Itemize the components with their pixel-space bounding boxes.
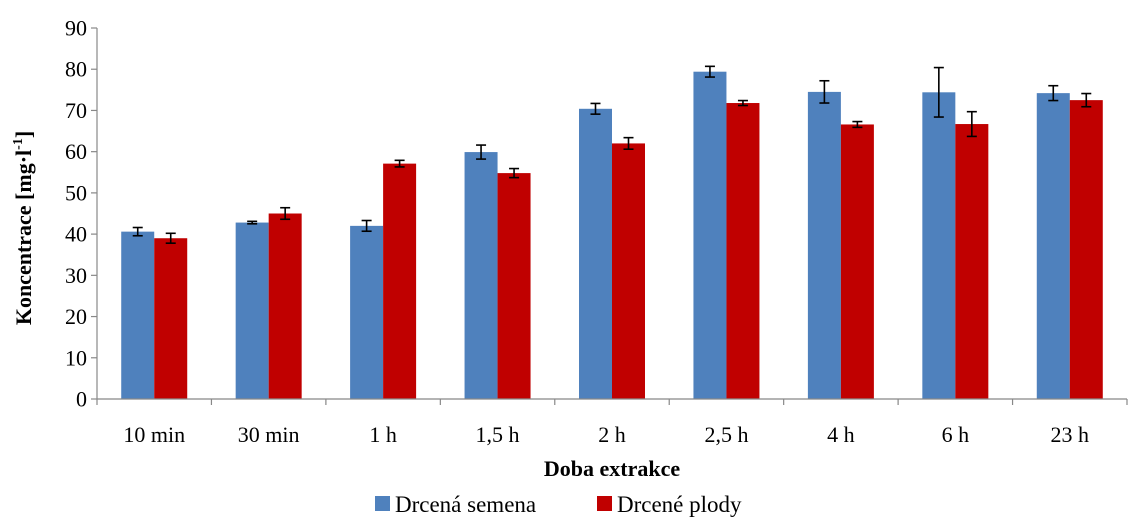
error-bar [1081, 92, 1092, 108]
bar-drcena-semena [464, 152, 498, 399]
legend-swatch [597, 496, 612, 511]
error-bar [132, 226, 143, 237]
x-axis-title: Doba extrakce [544, 456, 680, 481]
bar-drcene-plody [612, 143, 645, 399]
y-tick-label: 10 [65, 345, 87, 370]
bar-drcene-plody [840, 124, 874, 400]
error-bars [132, 65, 1092, 244]
bar-drcena-semena [579, 108, 612, 399]
error-bar [394, 159, 405, 168]
error-bar [247, 220, 258, 225]
x-tick-label: 30 min [238, 422, 300, 447]
error-bar [737, 99, 748, 107]
error-bar [361, 219, 372, 233]
y-tick-label: 30 [65, 263, 87, 288]
legend-label: Drcená semena [395, 492, 536, 517]
x-tick-label: 4 h [827, 422, 855, 447]
legend-swatch [375, 496, 390, 511]
y-axis-title: Koncentrace [mg·l-1] [11, 131, 36, 325]
bar-drcene-plody [955, 124, 989, 399]
y-axis-title-end: ] [11, 131, 36, 138]
legend-label: Drcené plody [617, 492, 742, 517]
y-tick-label: 40 [65, 222, 87, 247]
x-tick-label: 1,5 h [476, 422, 520, 447]
bar-drcene-plody [154, 238, 188, 399]
error-bar [590, 102, 601, 115]
y-axis-ticks: 0 10 20 30 40 50 60 70 80 90 [65, 16, 97, 412]
y-axis-title-main: Koncentrace [mg·l [11, 150, 36, 325]
y-tick-label: 70 [65, 98, 87, 123]
bar-drcena-semena [350, 225, 384, 399]
error-bar [623, 136, 634, 150]
error-bar [1048, 84, 1059, 102]
y-tick-label: 60 [65, 139, 87, 164]
y-tick-label: 50 [65, 180, 87, 205]
bar-drcena-semena [1036, 93, 1070, 400]
x-tick-label: 23 h [1051, 422, 1090, 447]
error-bar [933, 66, 944, 118]
error-bar [819, 79, 830, 104]
error-bar [704, 65, 715, 78]
error-bar [476, 144, 487, 160]
bar-drcene-plody [383, 163, 417, 399]
y-tick-label: 0 [76, 387, 87, 412]
x-tick-label: 2 h [598, 422, 626, 447]
bar-drcene-plody [726, 103, 760, 399]
y-tick-label: 80 [65, 57, 87, 82]
x-tick-label: 2,5 h [704, 422, 748, 447]
error-bar [165, 232, 176, 244]
error-bar [966, 110, 977, 138]
y-axis-title-sup: -1 [11, 138, 26, 150]
bar-drcena-semena [807, 91, 841, 400]
bar-drcene-plody [268, 213, 302, 399]
legend: Drcená semena Drcené plody [375, 492, 742, 517]
y-tick-label: 90 [65, 16, 87, 41]
y-tick-label: 20 [65, 304, 87, 329]
x-tick-label: 6 h [942, 422, 970, 447]
error-bar [280, 206, 291, 221]
bar-drcena-semena [235, 222, 269, 399]
x-tick-label: 10 min [123, 422, 185, 447]
error-bar [852, 120, 863, 129]
bar-drcene-plody [1069, 100, 1103, 399]
x-axis-ticks: 10 min 30 min 1 h 1,5 h 2 h 2,5 h 4 h 6 h 23 h [96, 399, 1128, 447]
x-tick-label: 1 h [369, 422, 397, 447]
error-bar [509, 167, 520, 179]
bar-drcene-plody [497, 173, 531, 399]
bar-drcena-semena [693, 71, 727, 399]
bar-drcena-semena [121, 231, 155, 399]
bar-drcena-semena [922, 92, 956, 399]
bars [121, 71, 1103, 400]
